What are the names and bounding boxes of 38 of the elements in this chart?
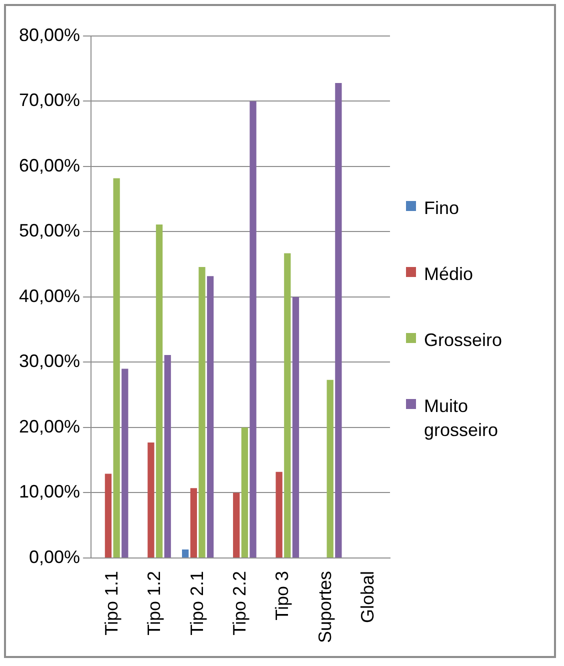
bar bbox=[326, 380, 334, 558]
x-tick-label: Global bbox=[358, 570, 378, 623]
bar bbox=[250, 101, 256, 558]
y-tick-label: 50,00% bbox=[18, 220, 80, 241]
y-tick-label: 80,00% bbox=[18, 24, 80, 45]
bar bbox=[182, 549, 189, 558]
bar bbox=[156, 224, 163, 558]
legend-label: Fino bbox=[424, 197, 460, 220]
bar bbox=[206, 276, 214, 558]
bar bbox=[104, 474, 112, 558]
x-tick-label: Tipo 3 bbox=[272, 570, 292, 620]
bar bbox=[122, 368, 128, 558]
bar bbox=[233, 492, 240, 558]
bar bbox=[148, 442, 154, 558]
bar bbox=[164, 355, 171, 558]
bar bbox=[190, 488, 197, 558]
legend-label: Médio bbox=[424, 263, 474, 286]
bar bbox=[198, 266, 206, 558]
bar bbox=[335, 82, 342, 558]
bar bbox=[284, 253, 291, 558]
x-tick-label: Tipo 1.1 bbox=[101, 570, 122, 636]
x-tick-label: Suportes bbox=[314, 570, 335, 644]
legend-label: Grosseiro bbox=[424, 329, 502, 352]
bar bbox=[292, 296, 300, 558]
bar bbox=[241, 427, 248, 558]
y-tick-label: 10,00% bbox=[18, 482, 80, 502]
y-tick-label: 70,00% bbox=[18, 90, 80, 110]
y-tick-label: 40,00% bbox=[18, 286, 80, 306]
x-tick-label: Tipo 2.1 bbox=[186, 570, 207, 636]
legend-label: Muito grosseiro bbox=[424, 395, 500, 442]
y-tick-label: 0,00% bbox=[29, 546, 80, 567]
x-tick-label: Tipo 2.2 bbox=[229, 570, 250, 636]
bar bbox=[113, 178, 120, 558]
y-tick-label: 30,00% bbox=[18, 351, 80, 372]
x-tick-label: Tipo 1.2 bbox=[144, 570, 164, 636]
y-tick-label: 20,00% bbox=[18, 416, 80, 436]
y-tick-label: 60,00% bbox=[18, 155, 80, 176]
bar bbox=[276, 472, 282, 558]
